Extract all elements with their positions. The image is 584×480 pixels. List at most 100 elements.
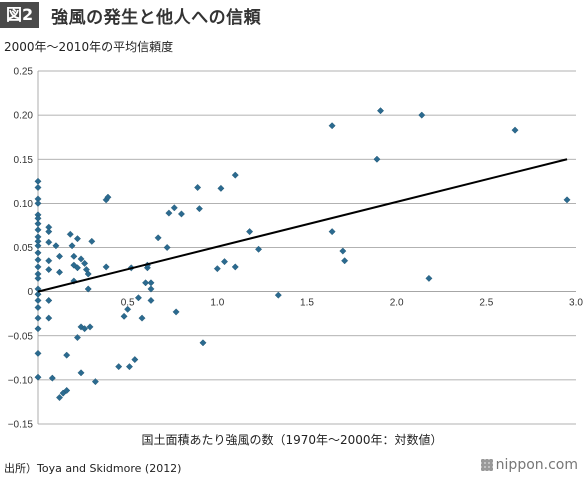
y-tick-label: −0.15 [8, 420, 34, 431]
y-tick-label: 0.05 [14, 243, 34, 254]
data-point [147, 285, 155, 293]
data-point [34, 249, 42, 257]
y-tick-label: 0.20 [14, 111, 34, 122]
data-point [511, 126, 519, 134]
data-point [48, 374, 56, 382]
data-point [56, 394, 64, 402]
data-point [34, 296, 42, 304]
x-tick-label: 1.5 [300, 298, 314, 309]
data-point [213, 265, 221, 273]
data-point [328, 122, 336, 130]
data-point [115, 363, 123, 371]
data-point [45, 266, 53, 274]
data-point [373, 155, 381, 163]
data-point [172, 308, 180, 316]
x-tick-label: 2.0 [390, 298, 404, 309]
data-point [34, 177, 42, 185]
data-point [81, 259, 89, 267]
data-point [246, 228, 254, 236]
data-point [73, 334, 81, 341]
data-point [120, 312, 128, 320]
data-point [73, 264, 81, 272]
data-point [84, 285, 92, 293]
data-point [86, 323, 94, 331]
data-point [170, 204, 178, 212]
data-point [147, 296, 155, 304]
data-point [34, 314, 42, 322]
data-point [77, 255, 85, 263]
y-tick-label: −0.10 [8, 375, 34, 386]
data-point [45, 296, 53, 304]
x-axis-label: 国土面積あたり強風の数（1970年～2000年：対数値） [141, 433, 443, 447]
data-point [34, 226, 42, 234]
data-point [255, 245, 263, 253]
data-point [131, 356, 139, 364]
data-point [34, 220, 42, 228]
data-point [73, 235, 81, 243]
data-point [177, 210, 185, 218]
data-point [425, 274, 433, 282]
data-point [231, 263, 239, 271]
data-point [195, 205, 203, 213]
data-point [274, 291, 282, 299]
y-tick-label: 0.15 [14, 155, 34, 166]
brand-text: nippon.com [495, 457, 578, 473]
data-point [377, 107, 385, 115]
x-tick-label: 0.5 [121, 298, 135, 309]
data-point [231, 171, 239, 179]
data-point [56, 252, 64, 260]
data-point [199, 339, 207, 347]
data-point [70, 252, 78, 260]
y-tick-label: 0 [27, 287, 33, 298]
data-point [147, 279, 155, 287]
data-point [138, 314, 146, 322]
data-point [45, 257, 53, 265]
data-point [34, 274, 42, 282]
data-point [341, 257, 349, 265]
data-point [34, 304, 42, 311]
brand-dots-icon [480, 459, 493, 471]
data-point [66, 230, 74, 238]
data-point [52, 242, 60, 250]
data-point [45, 314, 53, 322]
x-tick-label: 3.0 [569, 298, 583, 309]
data-point [134, 294, 142, 302]
data-point [154, 234, 162, 242]
data-point [45, 238, 53, 246]
data-point [34, 199, 42, 207]
data-point [88, 237, 96, 245]
data-point [34, 242, 42, 250]
trend-line [37, 158, 568, 293]
data-point [102, 263, 110, 271]
brand-logo: nippon.com [480, 457, 578, 473]
data-point [34, 349, 42, 357]
figure-badge: 図2 [0, 2, 40, 28]
data-point [63, 386, 71, 394]
data-point [34, 325, 42, 333]
data-point [84, 270, 92, 278]
data-point [217, 184, 225, 192]
data-point [165, 209, 173, 217]
figure-header: 図2 強風の発生と他人への信頼 [0, 0, 584, 30]
data-point [163, 244, 171, 251]
data-point [563, 196, 571, 204]
data-point [91, 378, 99, 386]
data-point [63, 351, 71, 359]
data-point [34, 263, 42, 271]
data-point [77, 369, 85, 377]
data-point [34, 373, 42, 381]
data-point [142, 279, 150, 287]
source-note: 出所）Toya and Skidmore (2012) [4, 462, 182, 475]
data-point [104, 193, 112, 201]
y-tick-label: 0.10 [14, 199, 34, 210]
data-point [56, 268, 64, 276]
data-point [194, 184, 202, 191]
y-tick-label: −0.05 [8, 331, 34, 342]
data-point [328, 228, 336, 236]
data-point [418, 111, 426, 119]
data-point [81, 325, 89, 333]
data-point [124, 305, 132, 313]
data-point [45, 228, 53, 236]
y-tick-label: 0.25 [14, 67, 34, 78]
